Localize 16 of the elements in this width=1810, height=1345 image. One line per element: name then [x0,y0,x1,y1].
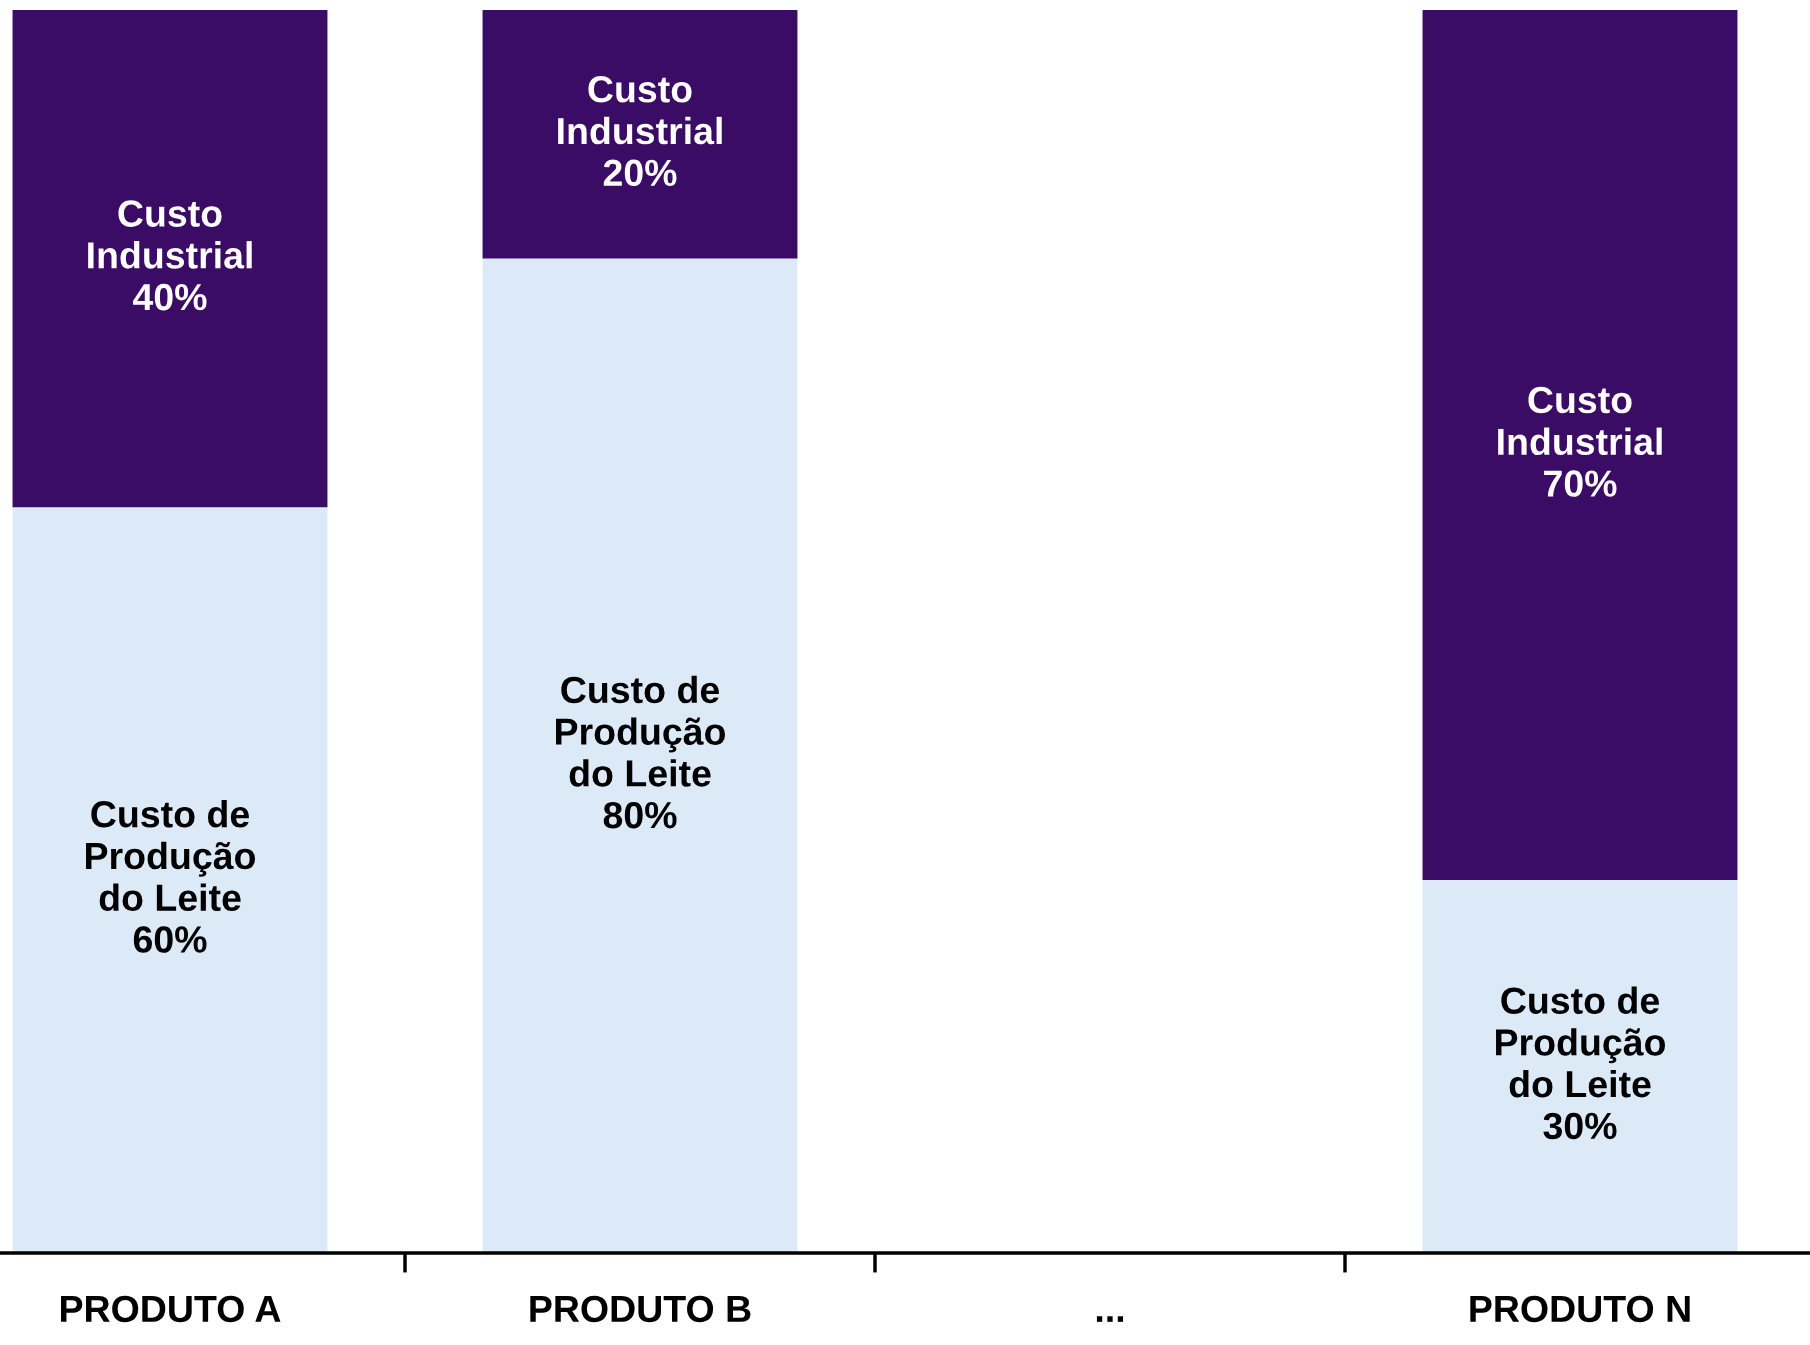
data-label: Custo Industrial 70% [1498,386,1662,497]
bar [1422,880,1738,1253]
x-tick-label: PRODUTO B [530,1295,751,1323]
data-label: Custo Industrial 20% [558,76,722,187]
x-tick-label: PRODUTO A [61,1295,281,1323]
x-tick-label: ... [1096,1316,1124,1322]
data-label: Custo de Produção do Leite 80% [556,675,726,829]
data-label: Custo de Produção do Leite 60% [86,799,256,953]
bar [1422,10,1738,881]
x-tick-label: PRODUTO N [1470,1295,1690,1323]
bar [12,10,328,508]
data-label: Custo de Produção do Leite 30% [1496,986,1666,1140]
bar [482,258,798,1253]
bar [482,10,798,259]
bar [12,507,328,1253]
data-label: Custo Industrial 40% [88,200,252,311]
